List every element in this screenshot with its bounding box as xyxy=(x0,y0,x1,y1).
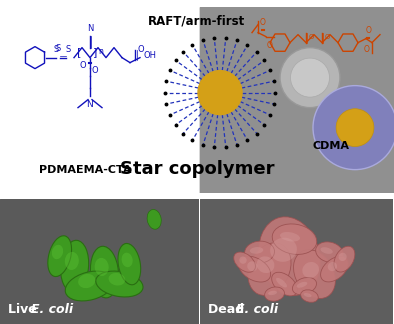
Text: N: N xyxy=(87,100,93,109)
Ellipse shape xyxy=(316,242,343,262)
Ellipse shape xyxy=(280,232,300,241)
Ellipse shape xyxy=(118,243,141,285)
Text: OH: OH xyxy=(144,51,157,60)
Ellipse shape xyxy=(65,252,79,270)
Text: N: N xyxy=(87,24,93,33)
Ellipse shape xyxy=(248,243,291,295)
Ellipse shape xyxy=(272,224,317,254)
Ellipse shape xyxy=(272,272,297,296)
Ellipse shape xyxy=(297,282,307,288)
Ellipse shape xyxy=(90,246,119,298)
Ellipse shape xyxy=(245,241,275,263)
Bar xyxy=(0,6,200,193)
Text: S: S xyxy=(56,44,61,52)
Ellipse shape xyxy=(109,273,125,285)
Circle shape xyxy=(313,86,394,170)
Ellipse shape xyxy=(302,262,319,278)
Ellipse shape xyxy=(334,246,355,272)
Circle shape xyxy=(290,58,329,97)
Ellipse shape xyxy=(95,258,109,276)
Ellipse shape xyxy=(78,274,95,288)
Ellipse shape xyxy=(292,277,316,295)
Text: O: O xyxy=(92,66,98,75)
Circle shape xyxy=(280,48,340,108)
Text: [: [ xyxy=(77,47,81,57)
Ellipse shape xyxy=(257,256,274,273)
Text: CDMA: CDMA xyxy=(312,141,349,151)
Ellipse shape xyxy=(147,210,161,229)
Text: Dead: Dead xyxy=(208,303,248,316)
Ellipse shape xyxy=(301,290,318,302)
Text: ]: ] xyxy=(93,47,97,57)
Text: E. coli: E. coli xyxy=(236,303,278,316)
Ellipse shape xyxy=(304,293,312,297)
Text: RAFT/arm-first: RAFT/arm-first xyxy=(149,14,245,27)
Ellipse shape xyxy=(247,261,258,271)
Ellipse shape xyxy=(320,247,333,254)
Text: E. coli: E. coli xyxy=(31,303,73,316)
Text: S: S xyxy=(53,45,59,54)
Ellipse shape xyxy=(328,262,337,271)
Text: O: O xyxy=(267,40,273,50)
Ellipse shape xyxy=(122,253,133,267)
Circle shape xyxy=(336,109,374,146)
Ellipse shape xyxy=(265,287,284,301)
Ellipse shape xyxy=(321,256,348,282)
Text: S: S xyxy=(65,45,71,54)
Text: Star copolymer: Star copolymer xyxy=(120,160,274,178)
Text: O: O xyxy=(138,45,145,54)
Text: n: n xyxy=(98,47,103,56)
Ellipse shape xyxy=(270,238,297,262)
Bar xyxy=(200,6,394,193)
Ellipse shape xyxy=(61,240,89,292)
Ellipse shape xyxy=(268,291,277,295)
Text: O: O xyxy=(364,45,370,54)
Text: O: O xyxy=(79,61,86,70)
Ellipse shape xyxy=(239,257,247,264)
Ellipse shape xyxy=(250,247,263,254)
Ellipse shape xyxy=(338,253,347,261)
Circle shape xyxy=(198,71,242,115)
Ellipse shape xyxy=(234,252,255,272)
Ellipse shape xyxy=(294,250,335,298)
Ellipse shape xyxy=(65,271,114,301)
Ellipse shape xyxy=(259,217,320,295)
Bar xyxy=(200,6,394,193)
Text: Live: Live xyxy=(8,303,41,316)
Text: O: O xyxy=(260,17,266,27)
Ellipse shape xyxy=(276,278,287,287)
Ellipse shape xyxy=(52,245,63,259)
Ellipse shape xyxy=(48,236,72,277)
Text: O: O xyxy=(325,34,331,40)
Text: PDMAEMA-CTA: PDMAEMA-CTA xyxy=(39,165,131,175)
Ellipse shape xyxy=(238,256,271,282)
Text: O: O xyxy=(366,26,372,35)
Ellipse shape xyxy=(96,271,143,297)
Text: O: O xyxy=(309,34,314,40)
